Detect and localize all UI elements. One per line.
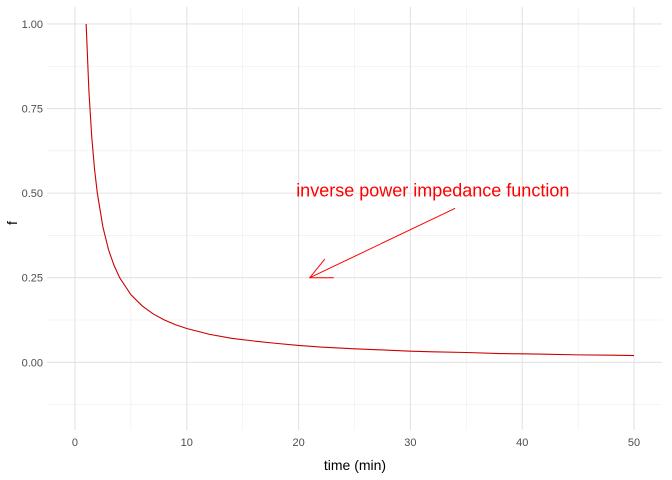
x-tick-label: 0 (72, 437, 78, 449)
series-layer (85, 23, 635, 357)
y-tick-label: 0.25 (22, 273, 43, 285)
x-tick-label: 40 (516, 437, 528, 449)
grid-minor (47, 7, 662, 430)
x-tick-label: 30 (404, 437, 416, 449)
x-axis-title: time (min) (324, 457, 386, 473)
y-axis-title: f (4, 221, 20, 225)
y-tick-label: 0.00 (22, 357, 43, 369)
x-tick-label: 50 (628, 437, 640, 449)
annotation-arrow-head (308, 258, 334, 279)
annotation-arrow-shaft (309, 207, 456, 279)
x-tick-labels: 0 10 20 30 40 50 (72, 437, 640, 449)
y-tick-label: 0.50 (22, 188, 43, 200)
y-tick-label: 0.75 (22, 104, 43, 116)
x-tick-label: 10 (181, 437, 193, 449)
y-tick-label: 1.00 (22, 19, 43, 31)
series-line (85, 23, 635, 357)
y-tick-labels: 0.00 0.25 0.50 0.75 1.00 (22, 19, 43, 369)
annotation-label: inverse power impedance function (296, 181, 569, 201)
x-tick-label: 20 (292, 437, 304, 449)
annotation-layer: inverse power impedance function (296, 181, 569, 279)
grid-major (47, 7, 662, 430)
